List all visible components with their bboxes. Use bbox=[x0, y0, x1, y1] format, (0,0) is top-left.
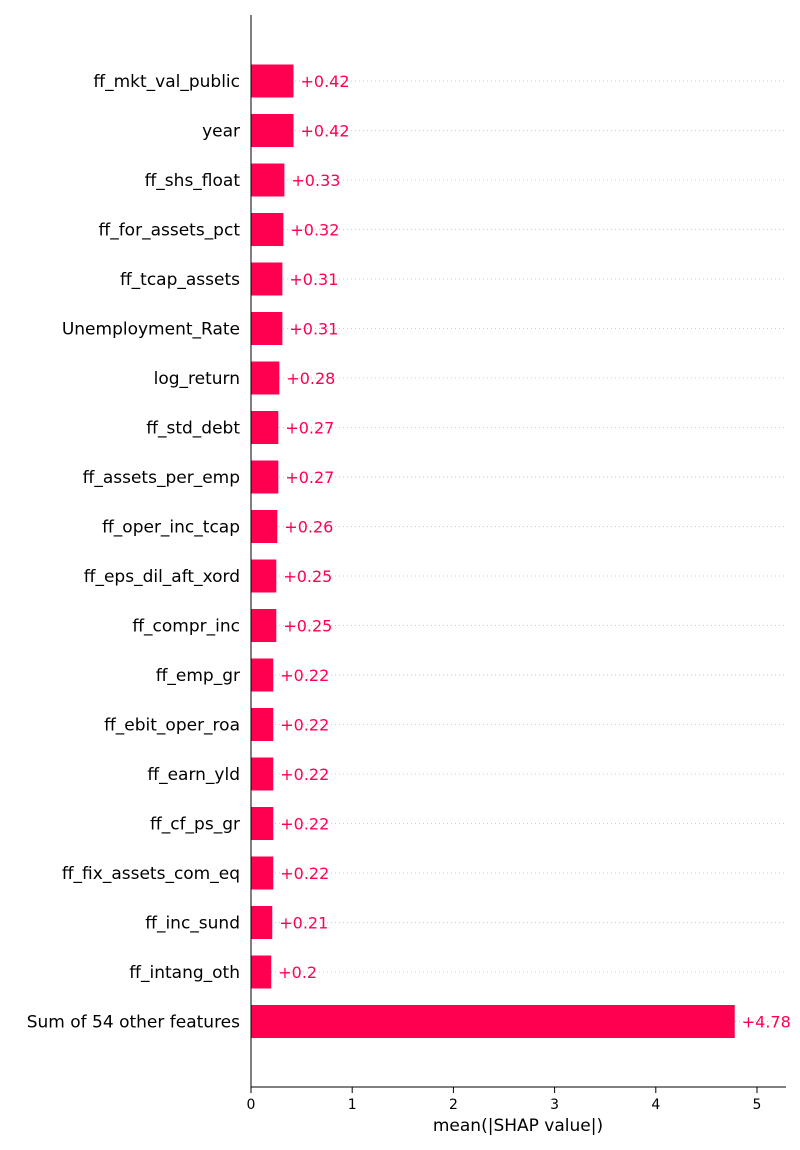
value-label: +0.25 bbox=[283, 567, 332, 586]
bar bbox=[251, 262, 283, 296]
x-axis-title: mean(|SHAP value|) bbox=[433, 1116, 603, 1136]
bar bbox=[251, 510, 278, 543]
value-label: +0.42 bbox=[301, 122, 350, 141]
bar bbox=[251, 906, 273, 939]
category-label: ff_mkt_val_public bbox=[93, 72, 240, 92]
x-tick-label: 5 bbox=[753, 1097, 762, 1113]
category-label: ff_oper_inc_tcap bbox=[102, 518, 240, 538]
bars bbox=[251, 64, 735, 1038]
bar bbox=[251, 856, 274, 890]
value-label: +0.26 bbox=[284, 518, 333, 537]
bar bbox=[251, 361, 280, 395]
category-label: ff_intang_oth bbox=[129, 963, 240, 983]
bar bbox=[251, 213, 284, 246]
value-label: +0.27 bbox=[285, 468, 334, 487]
bar bbox=[251, 64, 294, 98]
bar bbox=[251, 411, 279, 444]
x-tick-label: 0 bbox=[247, 1097, 256, 1113]
value-label: +0.27 bbox=[285, 419, 334, 438]
bar bbox=[251, 609, 277, 642]
category-label: ff_earn_yld bbox=[147, 765, 240, 785]
category-label: ff_inc_sund bbox=[145, 914, 240, 934]
x-tick-label: 2 bbox=[449, 1097, 458, 1113]
category-label: Unemployment_Rate bbox=[62, 320, 240, 340]
category-label: ff_tcap_assets bbox=[120, 270, 240, 290]
value-label: +0.25 bbox=[283, 617, 332, 636]
category-label: ff_shs_float bbox=[145, 171, 241, 191]
bar bbox=[251, 658, 274, 692]
value-label: +0.22 bbox=[280, 666, 329, 685]
bar bbox=[251, 559, 277, 593]
value-label: +4.78 bbox=[742, 1013, 791, 1032]
value-label: +0.31 bbox=[289, 270, 338, 289]
value-label: +0.21 bbox=[279, 914, 328, 933]
category-label: log_return bbox=[154, 369, 240, 389]
bar bbox=[251, 163, 285, 197]
category-label: year bbox=[202, 122, 240, 142]
value-label: +0.22 bbox=[280, 765, 329, 784]
x-tick-label: 4 bbox=[651, 1097, 660, 1113]
value-label: +0.28 bbox=[286, 369, 335, 388]
category-label: ff_eps_dil_aft_xord bbox=[84, 567, 240, 587]
value-label: +0.32 bbox=[290, 221, 339, 240]
x-ticks: 0 1 2 3 4 5 bbox=[247, 1087, 762, 1113]
bar bbox=[251, 708, 274, 741]
value-label: +0.2 bbox=[278, 963, 317, 982]
bar bbox=[251, 1005, 735, 1038]
category-label: ff_cf_ps_gr bbox=[150, 815, 240, 835]
value-label: +0.22 bbox=[280, 815, 329, 834]
category-label: ff_compr_inc bbox=[132, 617, 240, 637]
category-label: ff_assets_per_emp bbox=[83, 468, 240, 488]
bar bbox=[251, 955, 272, 989]
value-label: +0.33 bbox=[291, 171, 340, 190]
value-labels: +0.42 +0.42 +0.33 +0.32 +0.31 +0.31 +0.28 +0.27… bbox=[278, 72, 791, 1032]
axes: 0 1 2 3 4 5 mean(|SHAP value|) bbox=[247, 15, 786, 1136]
category-label: ff_ebit_oper_roa bbox=[104, 716, 240, 736]
value-label: +0.42 bbox=[301, 72, 350, 91]
category-label: ff_emp_gr bbox=[156, 666, 240, 686]
category-label: ff_fix_assets_com_eq bbox=[62, 864, 240, 884]
bar bbox=[251, 807, 274, 840]
bar bbox=[251, 460, 279, 494]
value-label: +0.22 bbox=[280, 716, 329, 735]
value-label: +0.22 bbox=[280, 864, 329, 883]
x-tick-label: 3 bbox=[550, 1097, 559, 1113]
category-label: Sum of 54 other features bbox=[27, 1013, 240, 1033]
category-label: ff_for_assets_pct bbox=[98, 221, 240, 241]
x-tick-label: 1 bbox=[348, 1097, 357, 1113]
bar bbox=[251, 757, 274, 791]
bar bbox=[251, 312, 283, 345]
bar bbox=[251, 114, 294, 147]
category-label: ff_std_debt bbox=[146, 419, 240, 439]
value-label: +0.31 bbox=[289, 320, 338, 339]
